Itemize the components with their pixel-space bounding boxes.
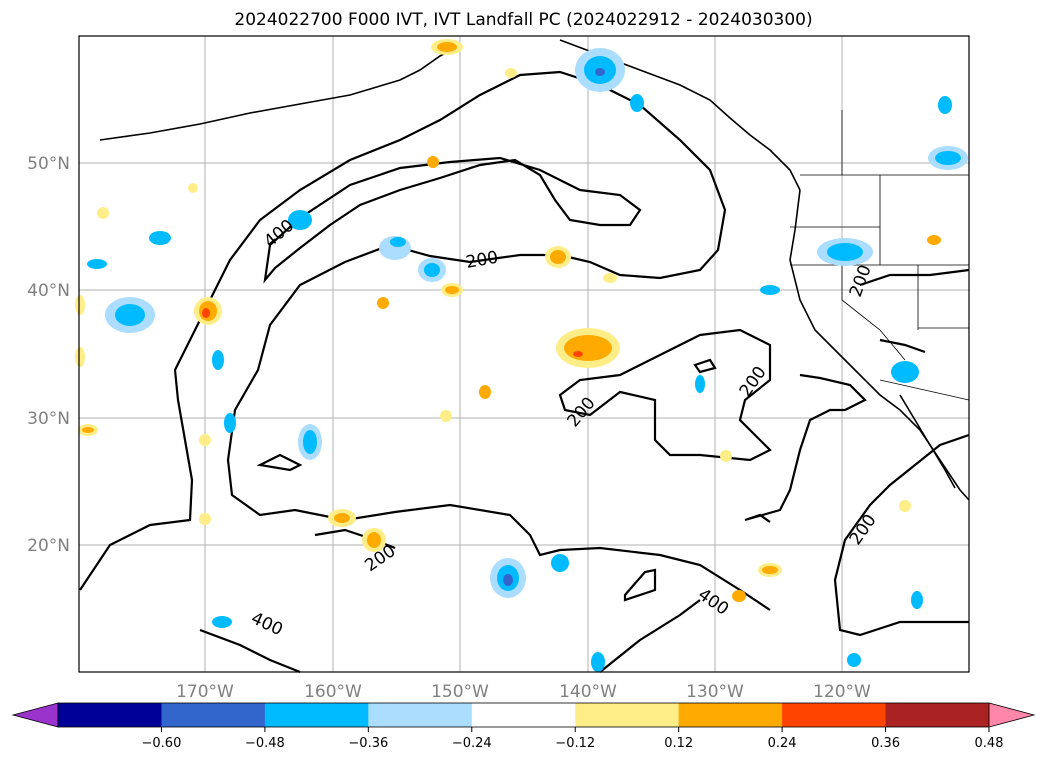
colorbar-tick-label: 0.48	[975, 736, 1004, 751]
colorbar-segment	[678, 703, 783, 727]
colorbar-segment	[575, 703, 680, 727]
colorbar-segment	[58, 703, 162, 727]
map-frame	[78, 35, 970, 673]
colorbar-tick-label: −0.24	[452, 736, 492, 751]
colorbar: −0.60 −0.48 −0.36 −0.24 −0.12 0.12 0.24 0.36 0.4…	[11, 702, 1036, 751]
colorbar-tick-label: 0.36	[871, 736, 900, 751]
colorbar-segment	[782, 703, 887, 727]
colorbar-tick-label: −0.36	[348, 736, 388, 751]
lon-label: 160°W	[304, 682, 362, 702]
colorbar-tick-label: −0.12	[555, 736, 595, 751]
pc-shading	[75, 39, 968, 672]
lon-label: 170°W	[176, 682, 234, 702]
lon-label: 140°W	[559, 682, 617, 702]
colorbar-segment	[471, 703, 576, 727]
lat-label: 30°N	[27, 409, 70, 429]
lat-label: 50°N	[27, 154, 70, 174]
lat-label: 40°N	[27, 281, 70, 301]
colorbar-segment	[885, 703, 990, 727]
colorbar-segment	[264, 703, 369, 727]
colorbar-tick-label: −0.48	[245, 736, 285, 751]
lon-labels: 170°W 160°W 150°W 140°W 130°W 120°W	[176, 682, 871, 702]
lat-labels: 50°N 40°N 30°N 20°N	[27, 154, 70, 556]
map-title: 2024022700 F000 IVT, IVT Landfall PC (20…	[234, 10, 813, 30]
colorbar-extend-max	[988, 702, 1036, 728]
lon-label: 130°W	[686, 682, 744, 702]
colorbar-tick-label: −0.60	[142, 736, 182, 751]
colorbar-segment	[161, 703, 266, 727]
borders	[790, 110, 970, 401]
lon-label: 150°W	[431, 682, 489, 702]
lon-label: 120°W	[813, 682, 871, 702]
colorbar-segment	[368, 703, 473, 727]
map-area	[79, 36, 969, 672]
colorbar-tick-label: 0.12	[664, 736, 693, 751]
colorbar-tick-label: 0.24	[768, 736, 797, 751]
lat-label: 20°N	[27, 536, 70, 556]
colorbar-extend-min	[11, 702, 59, 728]
